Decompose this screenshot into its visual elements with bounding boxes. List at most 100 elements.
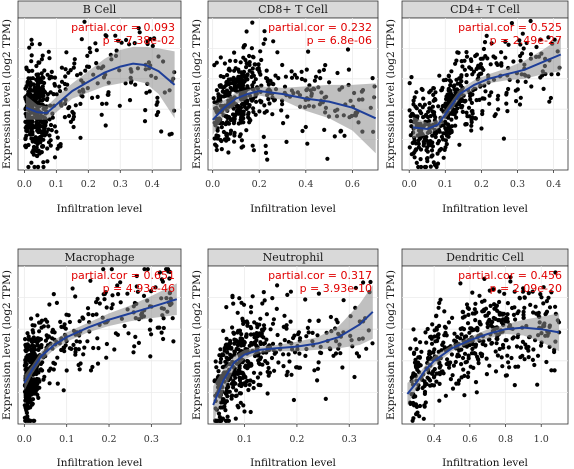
scatter-point (49, 69, 54, 74)
scatter-point (473, 380, 479, 385)
scatter-point (240, 338, 245, 343)
scatter-point (441, 123, 446, 128)
scatter-point (145, 267, 150, 272)
scatter-point (544, 309, 550, 314)
scatter-point (289, 372, 294, 377)
scatter-point (75, 73, 80, 78)
scatter-point (448, 83, 453, 88)
scatter-point (483, 89, 488, 94)
scatter-point (270, 112, 275, 117)
scatter-point (361, 280, 366, 285)
scatter-point (538, 292, 543, 297)
scatter-point (218, 55, 223, 60)
scatter-point (478, 62, 483, 67)
scatter-point (285, 369, 290, 374)
scatter-point (482, 40, 488, 45)
scatter-point (67, 319, 72, 325)
scatter-point (143, 108, 148, 113)
scatter-point (266, 373, 271, 378)
scatter-point (31, 144, 37, 150)
scatter-point (423, 381, 428, 386)
scatter-point (241, 302, 247, 307)
scatter-point (417, 403, 423, 409)
scatter-point (34, 63, 39, 69)
scatter-point (552, 368, 557, 373)
scatter-point (234, 388, 239, 393)
scatter-point (40, 98, 45, 103)
scatter-point (239, 138, 244, 143)
scatter-point (515, 311, 520, 316)
scatter-point (443, 393, 448, 398)
scatter-point (228, 85, 233, 90)
scatter-point (42, 89, 47, 94)
scatter-point (546, 295, 551, 300)
scatter-point (263, 359, 268, 364)
scatter-point (500, 312, 505, 317)
scatter-point (280, 102, 285, 107)
scatter-point (549, 368, 554, 373)
scatter-point (149, 289, 154, 294)
scatter-point (91, 345, 96, 351)
x-tick-label: 0.2 (101, 434, 116, 445)
scatter-point (40, 124, 45, 129)
scatter-point (541, 86, 546, 91)
scatter-point (513, 317, 518, 322)
scatter-point (262, 326, 267, 331)
scatter-point (517, 295, 522, 300)
scatter-point (340, 365, 345, 370)
scatter-point (124, 37, 129, 43)
scatter-point (101, 267, 106, 272)
scatter-point (479, 126, 484, 131)
scatter-point (36, 60, 41, 65)
scatter-point (354, 351, 359, 356)
scatter-point (485, 56, 490, 61)
scatter-point (35, 392, 40, 397)
scatter-point (512, 383, 517, 388)
scatter-point (467, 330, 472, 335)
scatter-point (218, 356, 224, 362)
panel-title: CD8+ T Cell (258, 3, 328, 16)
scatter-point (258, 49, 263, 54)
scatter-point (472, 307, 477, 312)
scatter-point (63, 67, 68, 72)
scatter-point (218, 74, 223, 79)
scatter-point (459, 332, 464, 337)
scatter-point (249, 326, 254, 331)
scatter-point (538, 343, 544, 348)
scatter-point (41, 324, 47, 329)
scatter-point (152, 36, 157, 41)
scatter-point (28, 387, 33, 392)
scatter-point (327, 80, 332, 85)
scatter-point (457, 142, 462, 147)
scatter-point (438, 297, 443, 302)
scatter-point (284, 323, 289, 328)
scatter-point (73, 103, 78, 108)
scatter-point (449, 69, 454, 74)
scatter-point (214, 88, 219, 93)
scatter-point (489, 320, 494, 325)
scatter-point (71, 124, 76, 130)
x-tick-label: 0.6 (462, 434, 477, 445)
scatter-point (47, 381, 52, 386)
scatter-point (312, 368, 317, 373)
scatter-point (505, 109, 510, 114)
scatter-point (547, 305, 553, 310)
scatter-point (62, 349, 67, 354)
scatter-point (313, 74, 319, 79)
scatter-point (341, 298, 346, 303)
scatter-point (414, 346, 419, 352)
scatter-point (261, 41, 266, 46)
scatter-point (24, 366, 29, 371)
scatter-point (61, 388, 66, 393)
scatter-point (240, 316, 245, 321)
scatter-point (443, 119, 448, 124)
scatter-point (30, 401, 35, 406)
scatter-point (423, 330, 428, 335)
scatter-point (495, 62, 500, 67)
scatter-point (76, 362, 81, 368)
scatter-point (332, 134, 337, 139)
scatter-point (407, 81, 412, 86)
scatter-point (235, 104, 240, 109)
scatter-point (469, 100, 474, 105)
scatter-point (501, 345, 506, 350)
